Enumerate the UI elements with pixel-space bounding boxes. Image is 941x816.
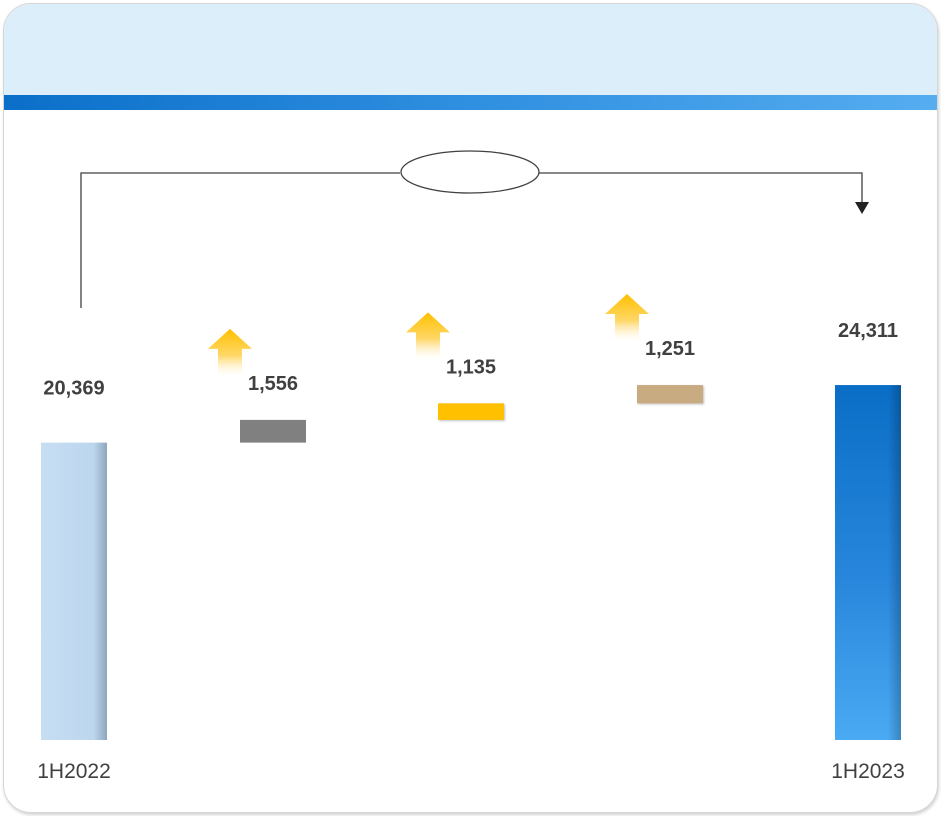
up-arrow-icon (406, 312, 450, 361)
card-header-accent (4, 95, 937, 110)
bar-5-shade (835, 385, 901, 740)
bar-2 (240, 419, 306, 443)
chart-card (3, 3, 938, 813)
up-arrow-icon (208, 328, 252, 377)
value-label-4: 1,251 (645, 338, 695, 360)
connector-oval (400, 150, 540, 194)
up-arrow-icon (605, 294, 649, 343)
bar-1 (41, 442, 107, 740)
card-header (4, 4, 937, 95)
connector-bracket (80, 150, 869, 308)
bar-4 (637, 385, 703, 404)
value-label-2: 1,556 (248, 373, 298, 395)
category-label-1: 1H2022 (37, 760, 111, 783)
value-label-1: 20,369 (43, 378, 104, 400)
value-label-3: 1,135 (446, 356, 496, 378)
category-label-5: 1H2023 (831, 760, 905, 783)
value-label-5: 24,311 (838, 320, 898, 342)
bar-3 (438, 403, 504, 420)
